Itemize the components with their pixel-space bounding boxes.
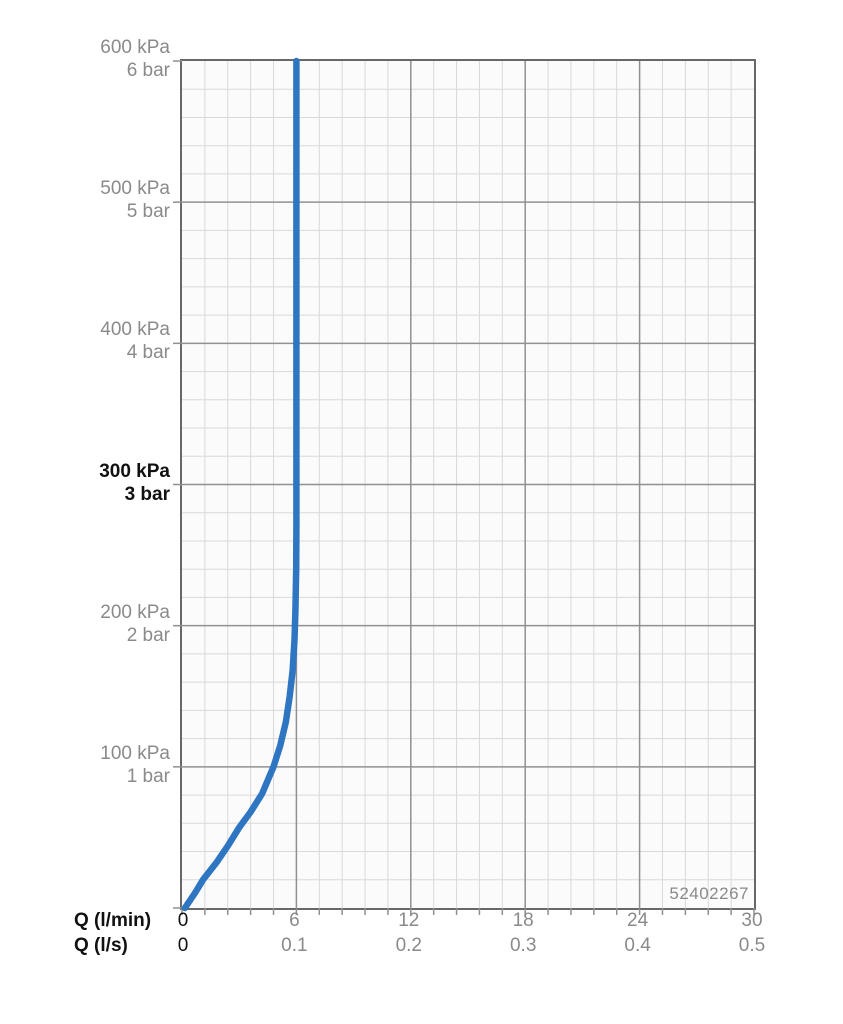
x-tick-lmin: 0 [177, 910, 189, 931]
y-axis-label-kpa: 400 kPa [100, 319, 170, 341]
y-axis-label-bar: 2 bar [126, 624, 170, 646]
chart-grid [173, 57, 755, 915]
y-axis-label-500: 500 kPa 5 bar [0, 177, 170, 223]
x-tick-ls: 0.3 [509, 935, 537, 956]
x-tick-lmin: 30 [741, 910, 763, 931]
y-axis-label-100: 100 kPa 1 bar [0, 742, 170, 788]
y-axis-label-kpa: 600 kPa [100, 37, 170, 58]
x-tick-lmin: 18 [512, 910, 534, 931]
y-axis-label-bar: 6 bar [126, 60, 170, 81]
x-axis-row-label-ls: Q (l/s) [74, 935, 128, 956]
y-axis-label-kpa: 500 kPa [100, 178, 170, 200]
y-axis-label-bar: 3 bar [124, 483, 170, 505]
y-axis-labels: 600 kPa 6 bar 500 kPa 5 bar 400 kPa 4 bar 300 … [0, 0, 170, 1024]
y-axis-label-300: 300 kPa 3 bar [0, 460, 170, 506]
x-tick-ls: 0 [177, 935, 189, 956]
y-axis-label-400: 400 kPa 4 bar [0, 318, 170, 364]
x-tick-lmin: 24 [627, 910, 649, 931]
x-tick-lmin: 6 [289, 910, 300, 931]
y-axis-label-kpa: 300 kPa [99, 460, 170, 482]
x-tick-ls: 0.5 [738, 935, 766, 956]
pressure-flow-curve [181, 57, 300, 912]
x-tick-ls: 0.4 [624, 935, 651, 956]
product-number: 52402267 [669, 884, 749, 903]
y-axis-label-bar: 5 bar [126, 201, 170, 223]
x-axis-row-label-lmin: Q (l/min) [74, 910, 152, 931]
y-axis-label-bar: 4 bar [126, 342, 170, 364]
y-axis-label-600: 600 kPa 6 bar [0, 36, 170, 82]
plot-area: 52402267 [173, 57, 756, 915]
y-axis-label-bar: 1 bar [126, 765, 170, 787]
y-axis-label-kpa: 200 kPa [100, 601, 170, 623]
y-axis-label-kpa: 100 kPa [100, 742, 170, 764]
x-tick-ls: 0.2 [395, 935, 423, 956]
y-axis-label-200: 200 kPa 2 bar [0, 601, 170, 647]
x-tick-lmin: 12 [398, 910, 420, 931]
x-tick-ls: 0.1 [281, 935, 308, 956]
